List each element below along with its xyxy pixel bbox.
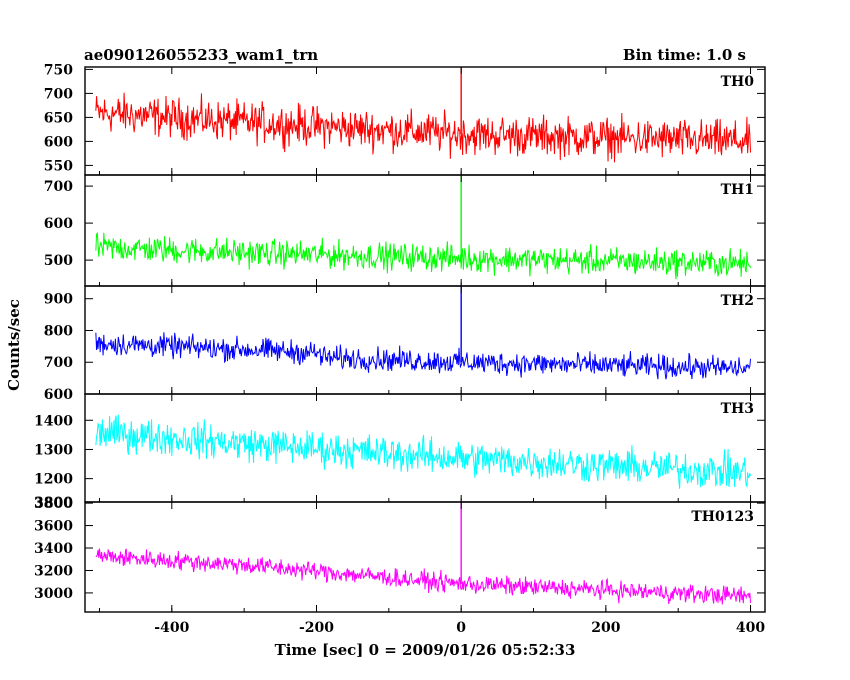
bin-time-label: Bin time: 1.0 s xyxy=(623,46,746,64)
y-tick-label: 500 xyxy=(44,253,73,269)
y-tick-label: 750 xyxy=(44,62,73,78)
y-tick-label: 1300 xyxy=(34,442,73,458)
y-tick-label: 650 xyxy=(44,110,73,126)
y-tick-label: 3600 xyxy=(34,519,73,535)
series-line-th0123 xyxy=(95,548,752,605)
y-tick-label: 900 xyxy=(44,292,73,308)
panel-label-th0123: TH0123 xyxy=(691,509,754,525)
y-tick-label: 600 xyxy=(44,134,73,150)
y-tick-label: 700 xyxy=(44,179,73,195)
y-tick-label: 1200 xyxy=(34,472,73,488)
y-axis-label: Counts/sec xyxy=(5,299,23,391)
x-axis-label: Time [sec] 0 = 2009/01/26 05:52:33 xyxy=(275,641,576,659)
y-tick-label: 550 xyxy=(44,158,73,174)
panel-frame-th2 xyxy=(84,285,766,395)
panel-label-th3: TH3 xyxy=(721,401,754,417)
series-line-th2 xyxy=(95,332,752,380)
chart-title: ae090126055233_wam1_trn xyxy=(84,46,318,64)
panels-group: 550 600 650 700 750 TH0 500 600 700 TH1 600 700 800 9… xyxy=(34,62,766,636)
x-tick-label: 400 xyxy=(736,620,765,636)
y-tick-label: 3800 xyxy=(34,496,73,512)
y-tick-label: 800 xyxy=(44,323,73,339)
panel-label-th1: TH1 xyxy=(721,182,754,198)
y-tick-label: 700 xyxy=(44,86,73,102)
x-tick-label: 0 xyxy=(456,620,466,636)
panel-label-th0: TH0 xyxy=(721,74,755,90)
y-tick-label: 1400 xyxy=(34,413,73,429)
panel-frame-th0123 xyxy=(84,501,766,613)
y-tick-label: 600 xyxy=(44,387,73,403)
y-tick-label: 3200 xyxy=(34,563,73,579)
x-tick-label: -400 xyxy=(154,620,189,636)
series-line-th0 xyxy=(95,92,752,163)
x-tick-label: 200 xyxy=(591,620,620,636)
y-tick-label: 3400 xyxy=(34,541,73,557)
panel-label-th2: TH2 xyxy=(721,293,754,309)
y-tick-label: 700 xyxy=(44,355,73,371)
series-line-th1 xyxy=(95,231,752,280)
y-tick-label: 3000 xyxy=(34,586,73,602)
series-line-th3 xyxy=(95,414,752,489)
y-tick-label: 600 xyxy=(44,216,73,232)
y-tick-label: 3800 xyxy=(34,495,73,511)
x-tick-label: -200 xyxy=(299,620,334,636)
